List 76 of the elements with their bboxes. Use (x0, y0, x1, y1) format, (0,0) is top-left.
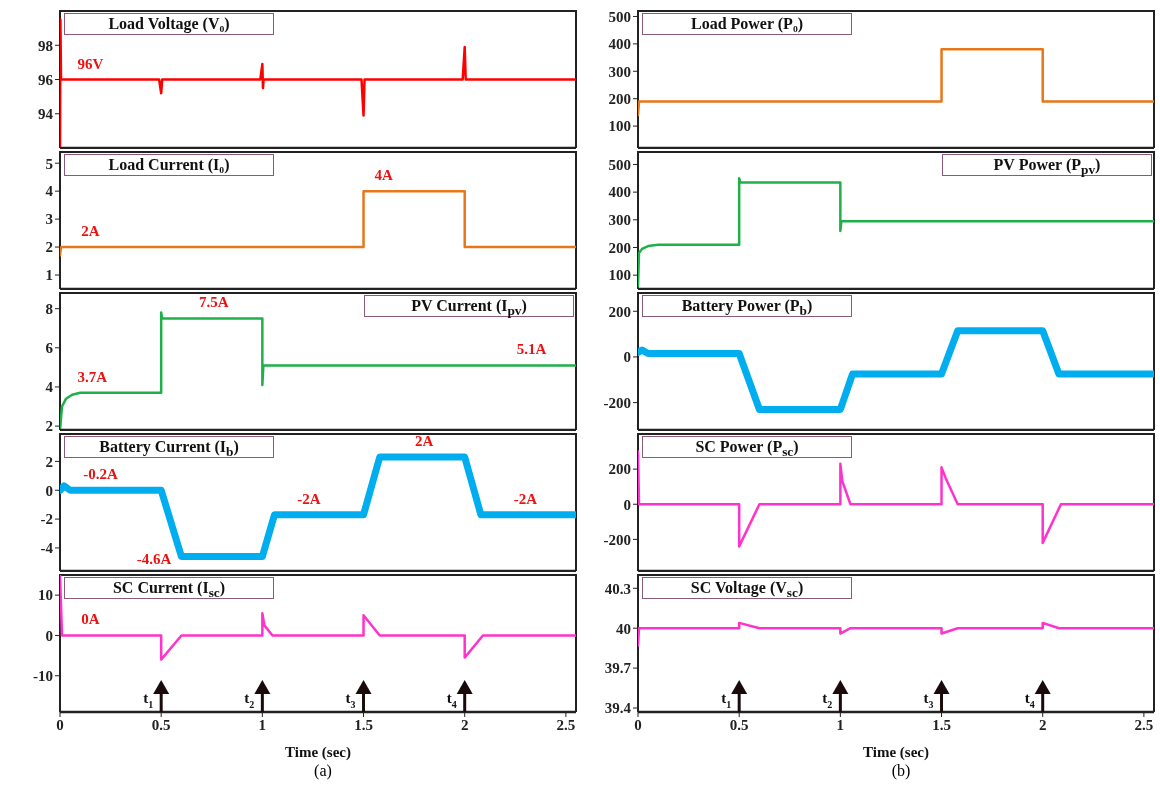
x-tick-label: 2.5 (556, 716, 576, 733)
y-tick-label: 2 (45, 418, 53, 435)
y-tick-label: 94 (38, 106, 54, 123)
annotation: 3.7A (77, 369, 108, 386)
ref-line-label: t$_{2}$ (244, 690, 255, 710)
y-tick-label: 500 (608, 8, 631, 25)
y-tick-label: 100 (608, 118, 631, 135)
annotation: 4A (374, 167, 394, 184)
x-tick-label: 1.5 (932, 716, 951, 733)
annotation: 0A (81, 611, 100, 628)
x-tick-label: 1.5 (354, 716, 373, 733)
y-tick-label: 10 (38, 587, 53, 604)
y-tick-label: 4 (45, 183, 54, 200)
y-tick-label: 400 (608, 184, 631, 201)
y-tick-label: 96 (38, 71, 54, 88)
y-tick-label: 39.7 (604, 660, 632, 677)
ref-line-label: t$_{3}$ (345, 690, 356, 710)
x-tick-label: 0.5 (729, 716, 749, 733)
y-tick-label: 8 (45, 300, 53, 317)
y-tick-label: 3 (45, 211, 53, 228)
x-tick-label: 2 (460, 716, 469, 733)
y-tick-label: 6 (45, 340, 54, 357)
y-tick-label: 300 (608, 63, 631, 80)
y-tick-label: 2 (45, 453, 53, 470)
ref-line-label: t$_{3}$ (923, 690, 934, 710)
x-tick-label: 0.5 (151, 716, 171, 733)
y-tick-label: 40 (616, 620, 631, 637)
y-tick-label: 2 (45, 239, 53, 256)
y-tick-label: 5 (45, 155, 53, 172)
x-axis-title: Time (sec) (863, 744, 929, 762)
y-tick-label: 400 (608, 36, 631, 53)
x-axis-title: Time (sec) (285, 744, 351, 762)
ref-line-label: t$_{1}$ (143, 690, 154, 710)
ref-line-label: t$_{4}$ (446, 690, 457, 710)
annotation: 7.5A (198, 294, 229, 311)
annotation: 2A (415, 433, 434, 450)
y-tick-label: 0 (623, 349, 631, 366)
y-tick-label: 200 (608, 239, 631, 256)
annotation: 5.1A (516, 341, 547, 358)
y-tick-label: 1 (45, 267, 53, 284)
y-tick-label: -200 (603, 531, 631, 548)
y-tick-label: 40.3 (604, 580, 631, 597)
x-tick-label: 1 (836, 716, 845, 733)
y-tick-label: -2 (40, 511, 53, 528)
y-tick-label: 98 (38, 37, 53, 54)
annotation: -0.2A (83, 466, 118, 483)
annotation: -2A (297, 491, 321, 508)
ref-line-label: t$_{4}$ (1024, 690, 1035, 710)
y-tick-label: 0 (45, 627, 53, 644)
line-series (638, 621, 1154, 647)
x-tick-label: 1 (258, 716, 267, 733)
y-tick-label: -4 (40, 540, 54, 557)
ref-line-label: t$_{2}$ (822, 690, 833, 710)
y-tick-label: 500 (608, 156, 631, 173)
y-tick-label: -10 (33, 668, 53, 685)
y-tick-label: 0 (45, 482, 53, 499)
y-tick-label: 200 (608, 303, 631, 320)
annotation: 2A (81, 223, 100, 240)
y-tick-label: 200 (608, 91, 631, 107)
y-tick-label: 39.4 (604, 700, 632, 717)
ref-line-label: t$_{1}$ (721, 690, 732, 710)
annotation: -4.6A (136, 551, 172, 568)
y-tick-label: -200 (603, 394, 631, 411)
x-tick-label: 2.5 (1134, 716, 1154, 733)
line-series (60, 575, 576, 661)
y-tick-label: 4 (45, 379, 54, 396)
annotation: 96V (77, 55, 104, 72)
y-tick-label: 0 (623, 496, 631, 513)
x-tick-label: 2 (1038, 716, 1047, 733)
text: (a) (313, 762, 333, 780)
y-tick-label: 100 (608, 267, 631, 284)
y-tick-label: 200 (608, 461, 631, 478)
annotation: -2A (513, 491, 538, 508)
text: (b) (890, 762, 912, 780)
y-tick-label: 300 (608, 212, 631, 229)
line-series (638, 177, 1154, 288)
